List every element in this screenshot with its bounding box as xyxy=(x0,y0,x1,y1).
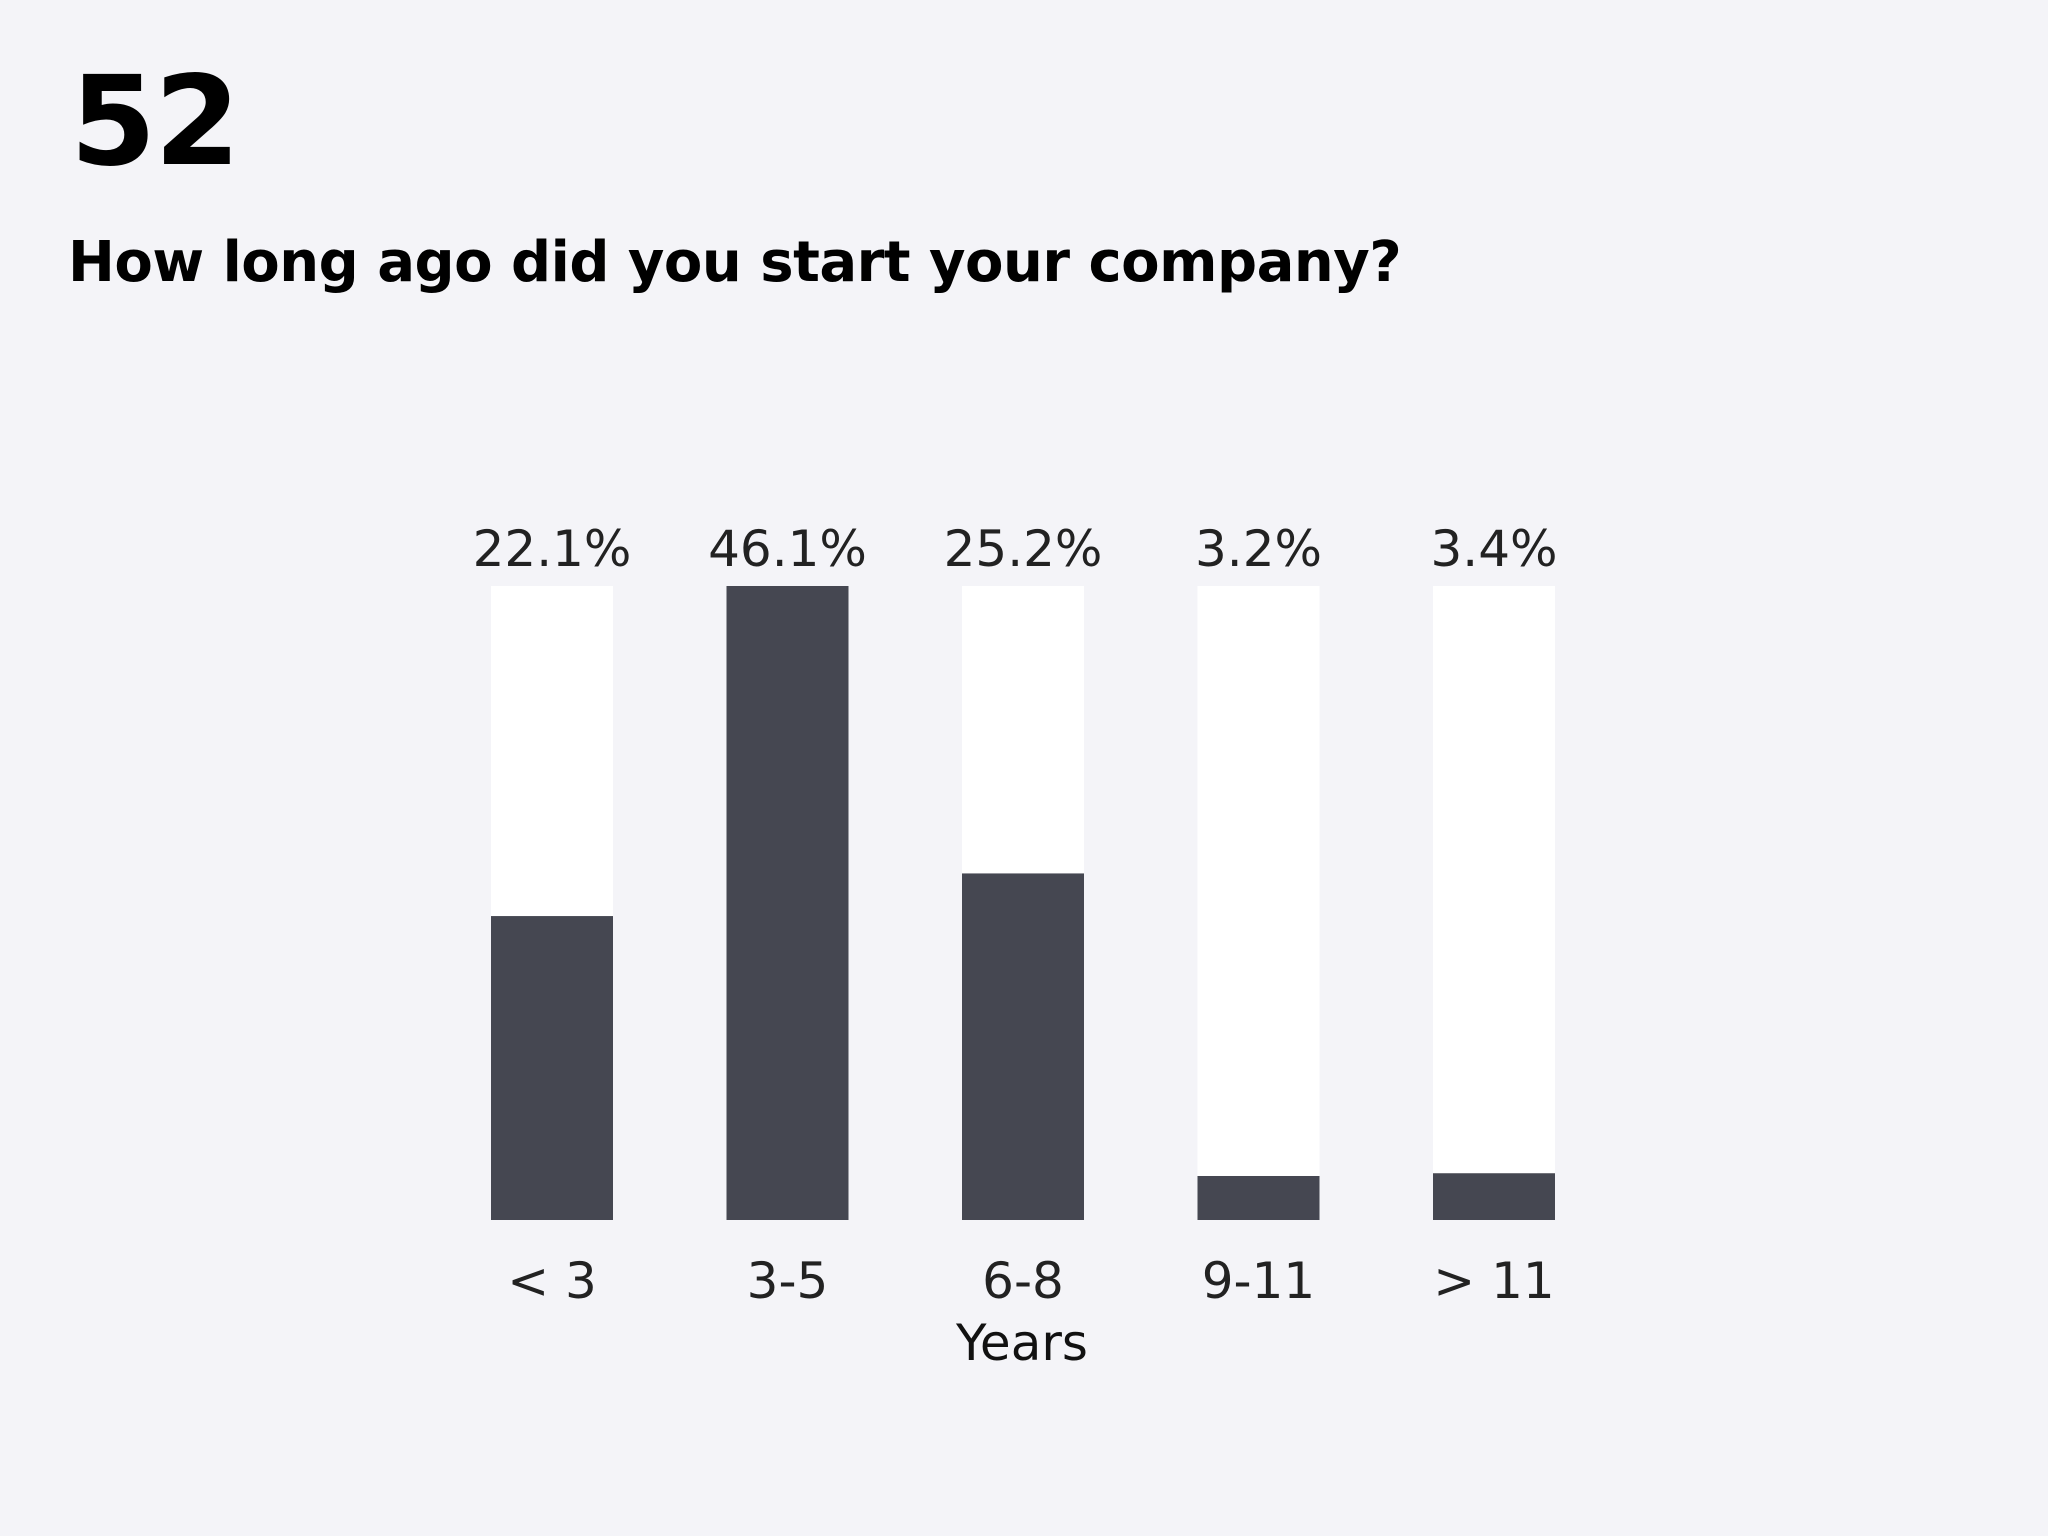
x-axis-title: Years xyxy=(955,1314,1088,1372)
bar xyxy=(1197,1175,1320,1220)
page-title: How long ago did you start your company? xyxy=(68,230,1402,295)
data-label: 3.2% xyxy=(1195,520,1322,578)
bar xyxy=(962,873,1084,1220)
page-number: 52 xyxy=(70,50,241,194)
x-tick-label: 3-5 xyxy=(747,1252,829,1310)
data-label: 46.1% xyxy=(708,520,867,578)
bar xyxy=(491,916,613,1220)
data-label: 22.1% xyxy=(473,520,632,578)
x-tick-label: 6-8 xyxy=(982,1252,1064,1310)
bar-track xyxy=(1197,586,1320,1220)
data-label: 3.4% xyxy=(1430,520,1557,578)
bar-track xyxy=(1433,586,1555,1220)
bar xyxy=(726,586,849,1220)
bar xyxy=(1433,1173,1555,1220)
x-tick-label: < 3 xyxy=(507,1252,597,1310)
x-tick-label: > 11 xyxy=(1433,1252,1554,1310)
x-tick-label: 9-11 xyxy=(1202,1252,1315,1310)
data-label: 25.2% xyxy=(944,520,1103,578)
